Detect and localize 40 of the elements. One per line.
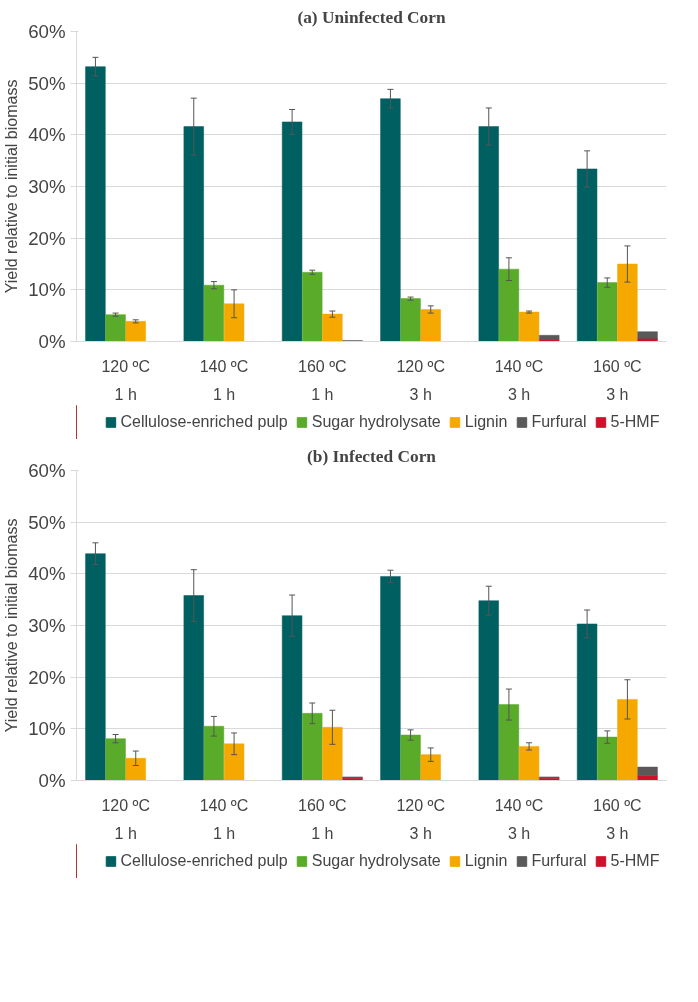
legend-label: Lignin [464, 413, 508, 431]
y-tick-label: 0% [38, 770, 66, 791]
y-tick-label: 60% [28, 21, 66, 42]
category-label: 160 ºC 3 h [593, 796, 642, 842]
legend-label: Furfural [531, 852, 587, 870]
category-label: 140 ºC 1 h [199, 357, 249, 403]
y-tick-label: 60% [28, 460, 66, 481]
category-label: 160 ºC 3 h [593, 357, 642, 403]
legend-label: 5-HMF [610, 413, 660, 431]
category-label: 120 ºC 3 h [396, 357, 445, 403]
y-tick-label: 10% [28, 718, 66, 740]
y-tick-label: 50% [28, 511, 66, 533]
y-tick-label: 30% [28, 176, 66, 197]
chart-title: (a) Uninfected Corn [297, 7, 446, 27]
legend-label: 5-HMF [610, 852, 660, 870]
category-label: 140 ºC 3 h [494, 357, 544, 403]
legend-label: Sugar hydrolysate [311, 413, 441, 431]
category-label: 160 ºC 1 h [298, 796, 347, 842]
y-tick-label: 40% [28, 563, 66, 585]
legend-label: Furfural [531, 413, 587, 431]
legend-label: Lignin [464, 852, 508, 870]
legend-label: Sugar hydrolysate [311, 852, 441, 870]
category-label: 140 ºC 3 h [494, 796, 544, 842]
category-label: 120 ºC 1 h [101, 796, 150, 842]
y-tick-label: 20% [28, 666, 66, 688]
legend-label: Cellulose-enriched pulp [120, 413, 288, 431]
y-tick-label: 0% [38, 331, 66, 352]
y-tick-label: 10% [28, 279, 66, 301]
y-axis-title: Yield relative to initial biomass [3, 79, 21, 294]
category-label: 120 ºC 3 h [396, 796, 445, 842]
y-tick-label: 50% [28, 72, 66, 94]
y-tick-label: 30% [28, 615, 66, 636]
y-tick-label: 40% [28, 124, 66, 146]
legend-label: Cellulose-enriched pulp [120, 852, 288, 870]
category-label: 160 ºC 1 h [298, 357, 347, 403]
category-label: 120 ºC 1 h [101, 357, 150, 403]
y-tick-label: 20% [28, 227, 66, 249]
category-label: 140 ºC 1 h [199, 796, 249, 842]
chart-title: (b) Infected Corn [307, 446, 437, 466]
y-axis-title: Yield relative to initial biomass [3, 518, 21, 733]
